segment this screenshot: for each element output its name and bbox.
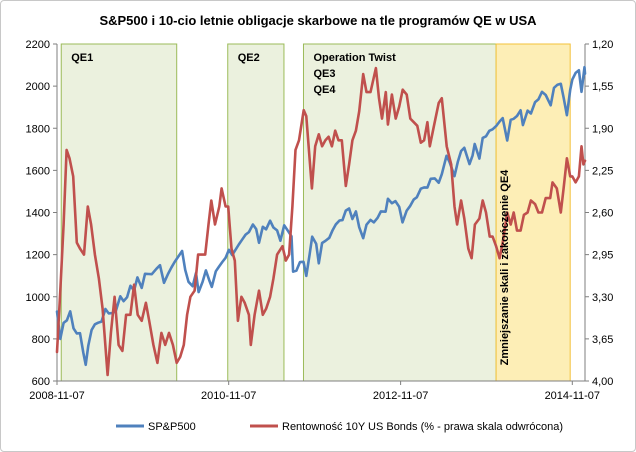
shaded-period-label-1: QE1 [71, 52, 93, 64]
right-axis-tick-label: 4,00 [592, 376, 613, 388]
shaded-period-1 [60, 43, 178, 382]
left-axis-tick-label: 2200 [26, 39, 50, 51]
right-axis-tick-label: 3,30 [592, 292, 613, 304]
left-axis-tick-label: 1600 [26, 165, 50, 177]
left-axis-tick-label: 600 [32, 376, 50, 388]
right-axis-tick-label: 1,90 [592, 123, 613, 135]
bond-yield-line [55, 66, 587, 377]
right-axis-tick-label: 2,60 [592, 208, 613, 220]
x-axis-tick-label: 2012-11-07 [373, 390, 428, 402]
shaded-period-2 [227, 43, 285, 382]
left-axis-tick-label: 800 [32, 334, 50, 346]
left-axis-tick-label: 1800 [26, 123, 50, 135]
x-axis-tick-label: 2008-11-07 [29, 390, 84, 402]
shaded-period-label-2: QE2 [238, 52, 260, 64]
right-axis-tick-label: 3,65 [592, 334, 613, 346]
left-axis-tick-label: 1400 [26, 208, 50, 220]
left-axis-tick-label: 1000 [26, 292, 50, 304]
left-axis-tick-label: 1200 [26, 250, 50, 262]
right-axis-tick-label: 1,55 [592, 81, 613, 93]
shaded-period-label-3-line-2: QE3 [313, 68, 335, 80]
shaded-period-label-3: Operation Twist [313, 52, 396, 64]
x-axis-tick-label: 2010-11-07 [201, 390, 256, 402]
x-axis-tick-label: 2014-11-07 [545, 390, 600, 402]
shaded-period-label-3-line-3: QE4 [313, 84, 336, 96]
chart-title: S&P500 i 10-cio letnie obligacje skarbow… [99, 13, 537, 28]
right-axis-tick-label: 1,20 [592, 39, 613, 51]
legend-label-2: Rentowność 10Y US Bonds (% - prawa skala… [282, 421, 563, 433]
left-axis-tick-label: 2000 [26, 81, 50, 93]
right-axis-tick-label: 2,95 [592, 250, 613, 262]
shaded-period-label-4: Zmniejszanie skali i zakończenie QE4 [499, 169, 511, 366]
right-axis-tick-label: 2,25 [592, 165, 613, 177]
sp500-line [55, 65, 587, 367]
legend-label-1: SP&P500 [148, 421, 196, 433]
